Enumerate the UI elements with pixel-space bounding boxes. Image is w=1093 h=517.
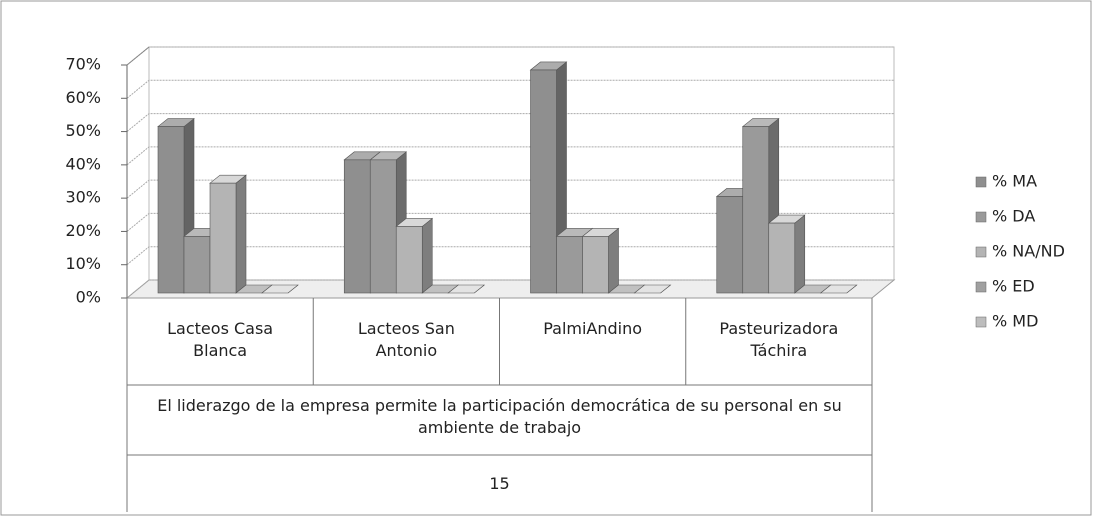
grid-line xyxy=(126,179,894,199)
x-tick-label: PalmiAndino xyxy=(543,319,643,338)
legend-swatch xyxy=(975,176,987,188)
x-tick-label: Lacteos Casa Blanca xyxy=(167,319,274,360)
bar xyxy=(530,69,557,294)
legend-label: % ED xyxy=(992,277,1035,296)
legend-swatch xyxy=(975,281,987,293)
y-tick-label: 70% xyxy=(65,55,101,74)
bar xyxy=(209,182,237,294)
legend-swatch xyxy=(975,246,987,258)
y-tick-label: 10% xyxy=(65,254,101,273)
y-tick-label: 50% xyxy=(65,121,101,140)
x-tick-label: Lacteos San Antonio xyxy=(357,319,455,360)
bar xyxy=(556,236,583,294)
bar xyxy=(157,126,185,294)
grid-line xyxy=(126,246,894,266)
y-tick-label: 60% xyxy=(65,88,101,107)
bar xyxy=(742,126,770,294)
legend-swatch xyxy=(975,211,987,223)
bar-top xyxy=(261,284,299,294)
grid-line xyxy=(126,79,894,99)
bar-top xyxy=(447,284,486,294)
group-number: 15 xyxy=(489,474,510,493)
bar-side xyxy=(794,214,806,294)
bar xyxy=(582,236,609,294)
bar-side xyxy=(421,217,433,294)
bar xyxy=(395,226,423,294)
legend-label: % DA xyxy=(992,207,1035,226)
bar-side xyxy=(608,227,619,294)
grid-line xyxy=(126,146,894,166)
legend-label: % MD xyxy=(992,312,1038,331)
bar-top xyxy=(633,284,672,294)
grid-line xyxy=(126,113,894,132)
grid-line xyxy=(126,279,894,299)
grid-line xyxy=(126,212,894,232)
group-label: El liderazgo de la empresa permite la pa… xyxy=(157,396,842,437)
bar-top xyxy=(819,284,858,294)
legend-label: % NA/ND xyxy=(992,242,1065,261)
y-tick-label: 0% xyxy=(76,288,101,307)
x-tick-label: Pasteurizadora Táchira xyxy=(719,319,839,360)
bar xyxy=(768,222,796,294)
y-tick-label: 20% xyxy=(65,221,101,240)
y-tick-label: 30% xyxy=(65,188,101,207)
bar xyxy=(716,196,744,294)
legend-label: % MA xyxy=(992,172,1037,191)
y-tick-label: 40% xyxy=(65,154,101,173)
bar xyxy=(369,159,397,294)
bar xyxy=(343,159,371,294)
bar xyxy=(183,236,211,294)
bar-side xyxy=(235,174,247,294)
y-axis-depth xyxy=(126,46,150,66)
legend-swatch xyxy=(975,316,987,328)
